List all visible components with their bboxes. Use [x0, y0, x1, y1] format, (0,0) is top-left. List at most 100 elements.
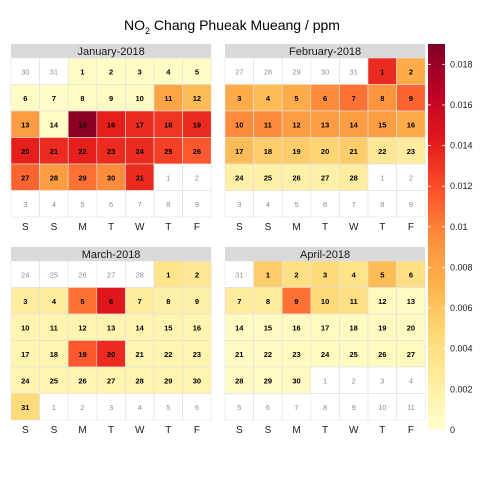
chart-title-pre: NO	[124, 17, 145, 33]
legend-colorbar	[428, 44, 445, 430]
day-label: 20	[407, 323, 415, 332]
day-label: 9	[195, 200, 199, 209]
day-label: 7	[138, 200, 142, 209]
day-label: 12	[292, 120, 300, 129]
day-label: 23	[107, 147, 115, 156]
day-label: 22	[378, 147, 386, 156]
day-label: 2	[294, 270, 298, 279]
day-label: 9	[409, 94, 413, 103]
day-label: 7	[138, 297, 142, 306]
day-label: 10	[235, 120, 243, 129]
weekday-label: S	[236, 425, 243, 436]
legend-tick-label: 0	[450, 425, 455, 435]
legend-tick-label: 0.012	[450, 181, 473, 191]
day-label: 8	[380, 94, 384, 103]
day-label: 7	[352, 94, 356, 103]
day-label: 6	[195, 403, 199, 412]
day-label: 11	[164, 94, 172, 103]
day-label: 21	[350, 147, 358, 156]
day-label: 19	[78, 350, 86, 359]
day-label: 5	[294, 200, 298, 209]
day-label: 8	[80, 94, 84, 103]
chart-title: NO2 Chang Phueak Mueang / ppm	[124, 17, 340, 36]
day-label: 31	[235, 270, 243, 279]
legend-tick-label: 0.018	[450, 59, 473, 69]
day-label: 2	[109, 67, 113, 76]
legend-tick-label: 0.016	[450, 100, 473, 110]
weekday-label: T	[379, 425, 385, 436]
day-label: 7	[52, 94, 56, 103]
day-label: 15	[78, 120, 86, 129]
day-label: 29	[164, 376, 172, 385]
weekday-label: S	[51, 425, 58, 436]
day-label: 27	[321, 173, 329, 182]
day-label: 15	[378, 120, 386, 129]
weekday-label: T	[165, 222, 171, 233]
day-label: 7	[237, 297, 241, 306]
weekday-label: M	[78, 222, 86, 233]
day-label: 17	[321, 323, 329, 332]
day-label: 25	[50, 376, 58, 385]
day-label: 30	[292, 376, 300, 385]
weekday-label: T	[108, 425, 114, 436]
day-label: 13	[321, 120, 329, 129]
day-label: 19	[193, 120, 201, 129]
weekday-label: W	[349, 425, 359, 436]
day-label: 21	[136, 350, 144, 359]
chart-title-post: Chang Phueak Mueang / ppm	[150, 17, 340, 33]
day-label: 4	[138, 403, 142, 412]
day-label: 28	[136, 270, 144, 279]
day-label: 24	[235, 173, 244, 182]
day-label: 27	[21, 173, 29, 182]
day-label: 5	[294, 94, 298, 103]
day-label: 5	[237, 403, 241, 412]
day-label: 1	[266, 270, 270, 279]
day-label: 16	[292, 323, 300, 332]
day-label: 24	[21, 270, 29, 279]
day-label: 3	[23, 297, 27, 306]
day-label: 21	[50, 147, 58, 156]
day-label: 6	[266, 403, 270, 412]
day-label: 9	[195, 297, 199, 306]
weekday-label: T	[322, 222, 328, 233]
legend-tick-label: 0.01	[450, 222, 468, 232]
day-label: 6	[323, 94, 327, 103]
day-label: 8	[266, 297, 270, 306]
day-label: 5	[80, 297, 84, 306]
day-label: 13	[107, 323, 115, 332]
day-label: 3	[109, 403, 113, 412]
weekday-label: S	[22, 222, 29, 233]
day-label: 24	[321, 350, 330, 359]
day-label: 5	[380, 270, 384, 279]
weekday-label: T	[108, 222, 114, 233]
day-label: 1	[166, 173, 170, 182]
day-label: 2	[195, 270, 199, 279]
day-label: 7	[352, 200, 356, 209]
day-label: 3	[138, 67, 142, 76]
legend-tick-label: 0.002	[450, 384, 473, 394]
day-label: 20	[107, 350, 115, 359]
day-label: 24	[21, 376, 30, 385]
day-label: 9	[409, 200, 413, 209]
day-label: 14	[350, 120, 359, 129]
panel-title: April-2018	[300, 249, 350, 261]
weekday-label: F	[408, 222, 414, 233]
day-label: 28	[50, 173, 58, 182]
day-label: 18	[350, 323, 358, 332]
day-label: 10	[21, 323, 29, 332]
day-label: 28	[264, 67, 272, 76]
day-label: 11	[264, 120, 272, 129]
day-label: 10	[321, 297, 329, 306]
day-label: 6	[409, 270, 413, 279]
day-label: 9	[109, 94, 113, 103]
legend-tick-label: 0.014	[450, 141, 473, 151]
weekday-label: M	[78, 425, 86, 436]
weekday-label: W	[135, 425, 145, 436]
weekday-label: S	[265, 222, 272, 233]
day-label: 3	[23, 200, 27, 209]
day-label: 31	[21, 403, 29, 412]
day-label: 23	[407, 147, 415, 156]
day-label: 3	[237, 200, 241, 209]
